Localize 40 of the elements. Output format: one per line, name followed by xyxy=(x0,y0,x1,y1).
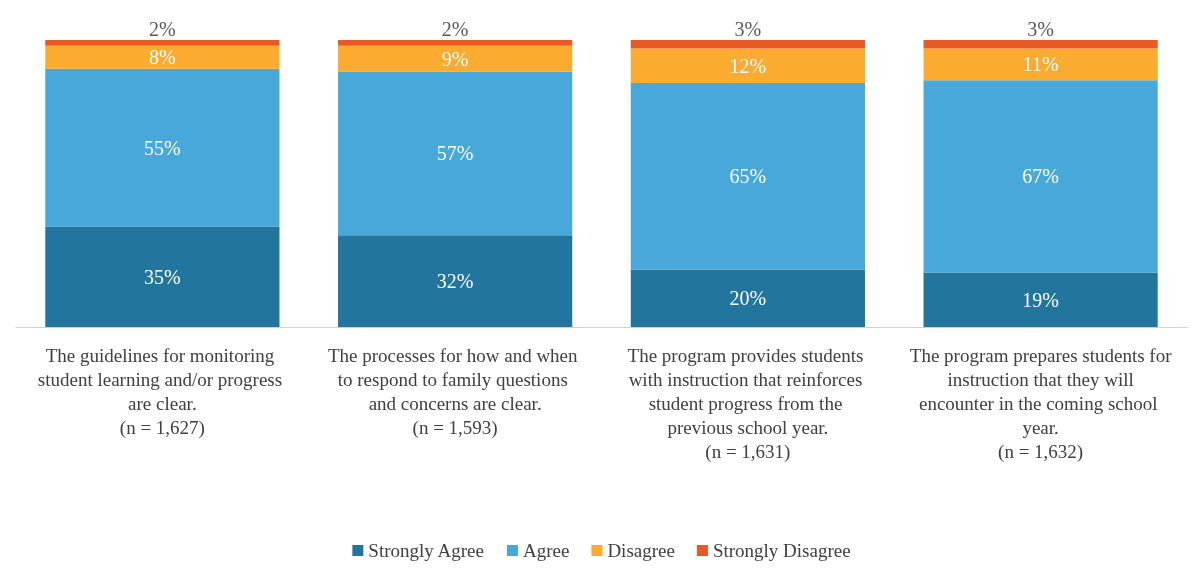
data-label: 32% xyxy=(436,270,474,293)
legend-label: Disagree xyxy=(607,540,675,561)
data-label: 35% xyxy=(144,265,181,288)
data-label: 55% xyxy=(144,136,181,159)
x-tick-label: The processes for how and when to respond to family questions and concerns are clear. (n = 1,593) xyxy=(327,344,583,439)
bar xyxy=(923,80,1158,273)
data-label: 19% xyxy=(1022,288,1059,311)
bar xyxy=(338,71,573,236)
x-tick-label: The program prepares students for instruction that they will encounter in the coming school year. (n = 1,632) xyxy=(909,344,1173,463)
bar xyxy=(630,40,865,49)
bar xyxy=(630,269,865,327)
bar xyxy=(630,83,865,270)
bar xyxy=(338,45,573,72)
data-label: 8% xyxy=(149,46,176,69)
bar xyxy=(923,48,1158,81)
bar xyxy=(338,40,573,46)
bar xyxy=(45,226,280,327)
bar xyxy=(338,235,573,327)
data-label: 67% xyxy=(1022,165,1059,188)
bar xyxy=(45,45,280,69)
data-label: 2% xyxy=(149,18,176,40)
data-label: 3% xyxy=(734,18,762,40)
x-tick-label: The program provides students with instruction that reinforces student progress from the previous school year. (n = 1,631) xyxy=(627,344,869,463)
legend-label: Strongly Disagree xyxy=(712,540,851,561)
data-label: 65% xyxy=(729,165,767,188)
bar xyxy=(45,68,280,227)
bar xyxy=(630,48,865,84)
bar xyxy=(923,40,1158,49)
x-tick-label: The guidelines for monitoring student learning and/or progress are clear. (n = 1,627) xyxy=(37,344,287,439)
bar xyxy=(923,272,1158,327)
bar xyxy=(45,40,280,46)
data-label: 20% xyxy=(729,287,767,310)
data-label: 57% xyxy=(436,142,474,165)
data-label: 3% xyxy=(1027,18,1054,40)
legend-label: Strongly Agree xyxy=(368,540,484,561)
data-label: 12% xyxy=(729,54,767,77)
data-label: 2% xyxy=(441,18,469,40)
data-label: 11% xyxy=(1022,53,1059,76)
legend-label: Agree xyxy=(522,540,570,561)
data-label: 9% xyxy=(441,47,469,70)
